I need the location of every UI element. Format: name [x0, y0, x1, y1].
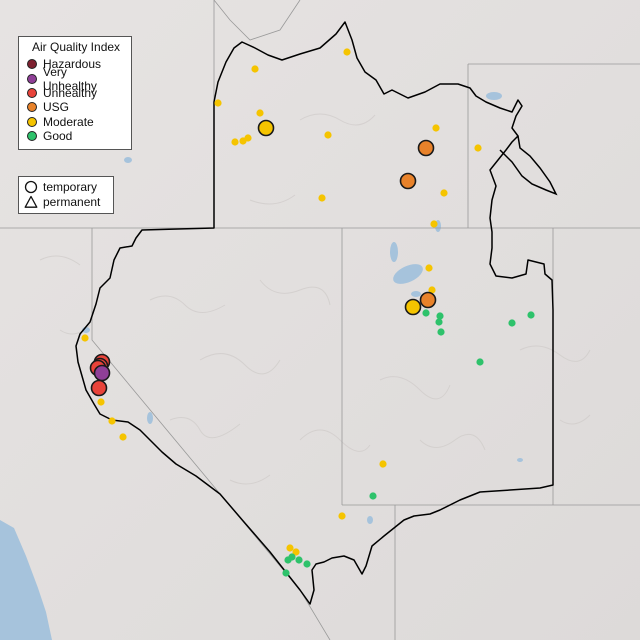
legend-row-good: Good: [27, 129, 123, 143]
station-marker-moderate[interactable]: [256, 109, 264, 117]
legend-label-very-unhealthy: Very Unhealthy: [42, 64, 97, 93]
station-marker-moderate[interactable]: [474, 144, 482, 152]
station-marker-moderate[interactable]: [239, 137, 247, 145]
legend-row-moderate: Moderate: [27, 115, 123, 129]
station-marker-moderate[interactable]: [108, 417, 116, 425]
hazardous-swatch-icon: [27, 59, 37, 70]
legend-row-temporary: temporary: [24, 180, 108, 194]
station-marker-good[interactable]: [282, 569, 290, 577]
station-marker-moderate[interactable]: [119, 433, 127, 441]
station-marker-good[interactable]: [435, 318, 443, 326]
aqi-legend-title: Air Quality Index: [32, 40, 121, 54]
station-marker-moderate[interactable]: [251, 65, 259, 73]
station-marker-good[interactable]: [369, 492, 377, 500]
lake-mead: [367, 516, 373, 524]
station-marker-moderate[interactable]: [343, 48, 351, 56]
very-unhealthy-swatch-icon: [27, 73, 37, 84]
mono-lake: [147, 412, 153, 424]
legend-label-moderate: Moderate: [43, 114, 94, 129]
utah-lake: [411, 291, 421, 297]
legend-label-unhealthy: Unhealthy: [43, 85, 98, 100]
yellowstone-lake: [486, 92, 502, 100]
station-marker-moderate[interactable]: [292, 548, 300, 556]
legend-label-hazardous: Hazardous: [43, 57, 102, 72]
region-boundary: [75, 21, 554, 605]
lake-west: [124, 157, 132, 163]
legend-label-permanent: permanent: [43, 194, 101, 209]
station-marker-moderate[interactable]: [379, 460, 387, 468]
station-marker-moderate[interactable]: [404, 298, 422, 316]
legend-row-permanent: permanent: [24, 194, 108, 209]
good-swatch-icon: [27, 131, 37, 142]
station-marker-good[interactable]: [437, 328, 445, 336]
station-marker-moderate[interactable]: [425, 264, 433, 272]
station-marker-good[interactable]: [284, 556, 292, 564]
legend-label-good: Good: [43, 129, 73, 144]
station-marker-moderate[interactable]: [324, 131, 332, 139]
station-marker-moderate[interactable]: [231, 138, 239, 146]
station-marker-moderate[interactable]: [428, 286, 436, 294]
legend-row-very-unhealthy: Very Unhealthy: [27, 65, 123, 93]
station-marker-good[interactable]: [303, 560, 311, 568]
station-marker-good[interactable]: [527, 311, 535, 319]
lakes: [82, 92, 523, 524]
triangle-icon: [24, 195, 38, 208]
lake-powell: [517, 458, 523, 462]
station-marker-moderate[interactable]: [430, 220, 438, 228]
station-marker-good[interactable]: [508, 319, 516, 327]
great-salt-lake: [393, 264, 423, 284]
station-marker-good[interactable]: [422, 309, 430, 317]
station-marker-usg[interactable]: [417, 139, 435, 157]
legend-row-hazardous: Hazardous: [27, 57, 123, 71]
terrain-texture: [39, 113, 591, 485]
station-marker-usg[interactable]: [419, 291, 437, 309]
station-marker-moderate[interactable]: [432, 124, 440, 132]
aqi-station-markers: [81, 48, 535, 577]
station-marker-moderate[interactable]: [97, 398, 105, 406]
moderate-swatch-icon: [27, 116, 37, 127]
usg-swatch-icon: [27, 102, 37, 113]
station-marker-moderate[interactable]: [81, 334, 89, 342]
unhealthy-swatch-icon: [27, 87, 37, 98]
station-marker-moderate[interactable]: [257, 119, 275, 137]
station-marker-usg[interactable]: [399, 172, 417, 190]
legend-row-unhealthy: Unhealthy: [27, 86, 123, 100]
station-marker-unhealthy[interactable]: [90, 379, 108, 397]
lake-north: [390, 242, 398, 262]
pacific-ocean: [0, 520, 52, 640]
legend-label-temporary: temporary: [43, 180, 98, 195]
station-marker-very-unhealthy[interactable]: [93, 364, 111, 382]
legend-label-usg: USG: [43, 100, 70, 115]
circle-icon: [24, 181, 38, 194]
legend-row-usg: USG: [27, 100, 123, 114]
station-marker-moderate[interactable]: [338, 512, 346, 520]
station-marker-moderate[interactable]: [214, 99, 222, 107]
station-marker-good[interactable]: [295, 556, 303, 564]
station-marker-good[interactable]: [476, 358, 484, 366]
station-marker-moderate[interactable]: [318, 194, 326, 202]
station-marker-moderate[interactable]: [286, 544, 294, 552]
aqi-legend: Air Quality Index Hazardous Very Unhealt…: [18, 36, 132, 150]
station-marker-good[interactable]: [436, 312, 444, 320]
region-notch-east: [499, 135, 558, 196]
station-marker-moderate[interactable]: [440, 189, 448, 197]
monitor-type-legend: temporary permanent: [18, 176, 114, 214]
